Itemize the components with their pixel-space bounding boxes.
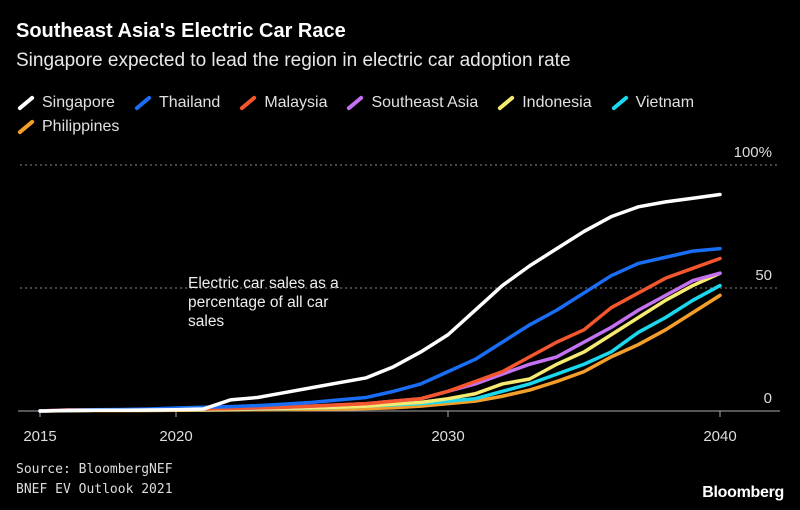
- legend-label: Indonesia: [522, 94, 592, 111]
- legend-item: Malaysia: [238, 92, 327, 114]
- source-note: Source: BloombergNEF BNEF EV Outlook 202…: [16, 460, 173, 500]
- y-tick-label: 0: [764, 390, 772, 407]
- series-line-malaysia: [38, 256, 722, 413]
- series-line-southeast-asia: [38, 271, 722, 413]
- chart-subtitle: Singapore expected to lead the region in…: [16, 50, 571, 71]
- y-tick-label: 100%: [734, 144, 772, 161]
- legend-item: Indonesia: [496, 92, 592, 114]
- legend-item: Southeast Asia: [345, 92, 478, 114]
- legend-label: Philippines: [42, 118, 120, 135]
- x-tick-label: 2020: [159, 428, 192, 445]
- legend-item: Thailand: [133, 92, 220, 114]
- chart-title: Southeast Asia's Electric Car Race: [16, 20, 346, 42]
- legend-item: Vietnam: [610, 92, 694, 114]
- legend-item: Singapore: [16, 92, 115, 114]
- bloomberg-logo: Bloomberg: [702, 484, 784, 501]
- source-line: BNEF EV Outlook 2021: [16, 482, 173, 497]
- legend-label: Southeast Asia: [371, 94, 479, 111]
- legend-label: Vietnam: [635, 94, 695, 111]
- legend-label: Malaysia: [264, 94, 328, 111]
- legend-label: Thailand: [158, 94, 221, 111]
- source-line: Source: BloombergNEF: [16, 462, 173, 477]
- x-tick-label: 2040: [703, 428, 736, 445]
- legend-label: Singapore: [42, 94, 115, 111]
- x-tick-label: 2015: [23, 428, 56, 445]
- legend: Singapore Thailand Malaysia Southeast Asia I…: [16, 92, 756, 138]
- series-line-singapore: [38, 192, 722, 413]
- legend-item: Philippines: [16, 116, 119, 138]
- series-line-indonesia: [38, 271, 722, 413]
- y-tick-label: 50: [755, 267, 772, 284]
- x-tick-label: 2030: [431, 428, 464, 445]
- chart-annotation: Electric car sales as a percentage of al…: [188, 275, 339, 330]
